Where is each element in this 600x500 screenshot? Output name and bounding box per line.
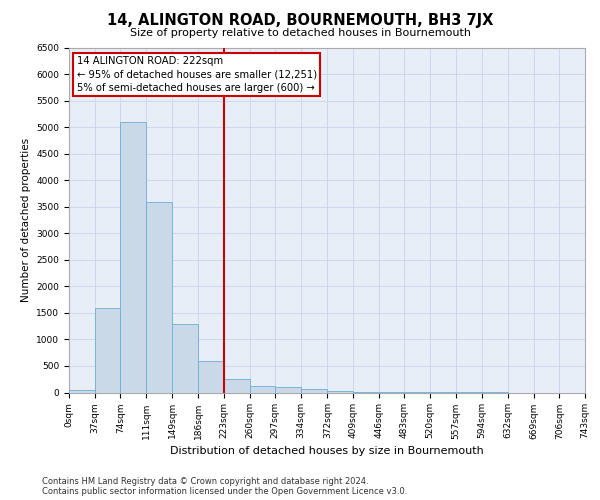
Bar: [224, 378, 250, 392]
Text: Contains HM Land Registry data © Crown copyright and database right 2024.: Contains HM Land Registry data © Crown c…: [42, 477, 368, 486]
Text: 14, ALINGTON ROAD, BOURNEMOUTH, BH3 7JX: 14, ALINGTON ROAD, BOURNEMOUTH, BH3 7JX: [107, 12, 493, 28]
Bar: [121, 122, 146, 392]
Bar: [69, 390, 95, 392]
Bar: [275, 387, 301, 392]
Bar: [328, 391, 353, 392]
Text: 14 ALINGTON ROAD: 222sqm
← 95% of detached houses are smaller (12,251)
5% of sem: 14 ALINGTON ROAD: 222sqm ← 95% of detach…: [77, 56, 317, 92]
Bar: [146, 202, 172, 392]
Bar: [172, 324, 198, 392]
Bar: [250, 386, 275, 392]
Text: Contains public sector information licensed under the Open Government Licence v3: Contains public sector information licen…: [42, 487, 407, 496]
Bar: [198, 360, 224, 392]
X-axis label: Distribution of detached houses by size in Bournemouth: Distribution of detached houses by size …: [170, 446, 484, 456]
Text: Size of property relative to detached houses in Bournemouth: Size of property relative to detached ho…: [130, 28, 470, 38]
Bar: [95, 308, 121, 392]
Bar: [301, 389, 328, 392]
Y-axis label: Number of detached properties: Number of detached properties: [21, 138, 31, 302]
